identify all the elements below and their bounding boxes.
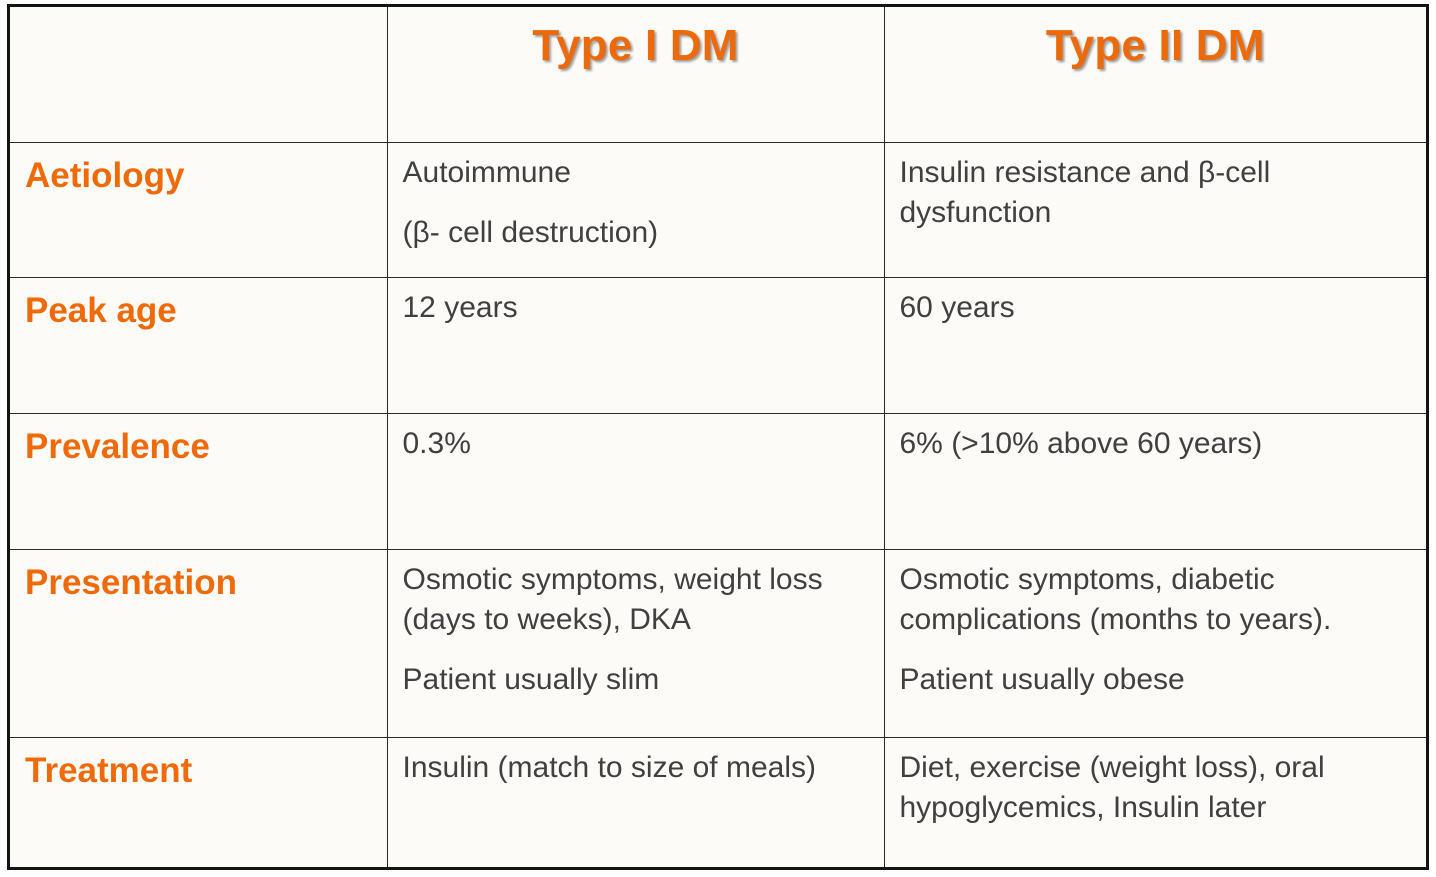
type1-cell: Autoimmune (β- cell destruction) — [386, 141, 885, 278]
aetiology-type1-line2: (β- cell destruction) — [402, 215, 659, 249]
row-label-cell: Aetiology — [10, 141, 388, 278]
row-label-prevalence: Prevalence — [25, 426, 210, 466]
row-label-cell: Treatment — [10, 736, 388, 867]
type1-cell: 0.3% — [386, 412, 885, 550]
prevalence-type1-text: 0.3% — [402, 426, 471, 460]
row-label-cell: Presentation — [10, 548, 388, 738]
presentation-type2-line2: Patient usually obese — [899, 662, 1185, 696]
header-empty-cell — [10, 7, 388, 143]
row-label-treatment: Treatment — [25, 750, 193, 790]
row-label-presentation: Presentation — [25, 562, 237, 602]
header-type1: Type I DM — [532, 21, 739, 70]
treatment-type1-text: Insulin (match to size of meals) — [402, 750, 816, 784]
type1-cell: Insulin (match to size of meals) — [386, 736, 885, 867]
type2-cell: Insulin resistance and β-cell dysfunctio… — [883, 141, 1426, 278]
type2-cell: 6% (>10% above 60 years) — [883, 412, 1426, 550]
comparison-table-frame: Type I DM Type II DM Aetiology Autoimmun… — [7, 4, 1429, 870]
aetiology-type2-text: Insulin resistance and β-cell dysfunctio… — [899, 155, 1271, 229]
peak-age-type2-text: 60 years — [899, 290, 1015, 324]
presentation-type2-line1: Osmotic symptoms, diabetic complications… — [899, 562, 1332, 636]
type2-cell: Osmotic symptoms, diabetic complications… — [883, 548, 1426, 738]
type1-cell: 12 years — [386, 276, 885, 414]
table-row-aetiology: Aetiology Autoimmune (β- cell destructio… — [10, 141, 1426, 278]
presentation-type1-line1: Osmotic symptoms, weight loss (days to w… — [402, 562, 823, 636]
peak-age-type1-text: 12 years — [402, 290, 518, 324]
header-type1-cell: Type I DM — [386, 7, 885, 143]
type2-cell: 60 years — [883, 276, 1426, 414]
table-row-presentation: Presentation Osmotic symptoms, weight lo… — [10, 548, 1426, 738]
treatment-type2-text: Diet, exercise (weight loss), oral hypog… — [899, 750, 1325, 824]
header-row: Type I DM Type II DM — [10, 7, 1426, 143]
presentation-type1-line2: Patient usually slim — [402, 662, 660, 696]
type2-cell: Diet, exercise (weight loss), oral hypog… — [883, 736, 1426, 867]
type1-cell: Osmotic symptoms, weight loss (days to w… — [386, 548, 885, 738]
aetiology-type1-line1: Autoimmune — [402, 155, 571, 189]
table-row-treatment: Treatment Insulin (match to size of meal… — [10, 736, 1426, 867]
row-label-aetiology: Aetiology — [25, 155, 185, 195]
dm-comparison-table: Type I DM Type II DM Aetiology Autoimmun… — [10, 7, 1426, 867]
table-row-peak-age: Peak age 12 years 60 years — [10, 276, 1426, 414]
header-type2: Type II DM — [1045, 21, 1265, 70]
row-label-cell: Peak age — [10, 276, 388, 414]
row-label-peak-age: Peak age — [25, 290, 177, 330]
row-label-cell: Prevalence — [10, 412, 388, 550]
table-row-prevalence: Prevalence 0.3% 6% (>10% above 60 years) — [10, 412, 1426, 550]
header-type2-cell: Type II DM — [883, 7, 1426, 143]
prevalence-type2-text: 6% (>10% above 60 years) — [899, 426, 1263, 460]
